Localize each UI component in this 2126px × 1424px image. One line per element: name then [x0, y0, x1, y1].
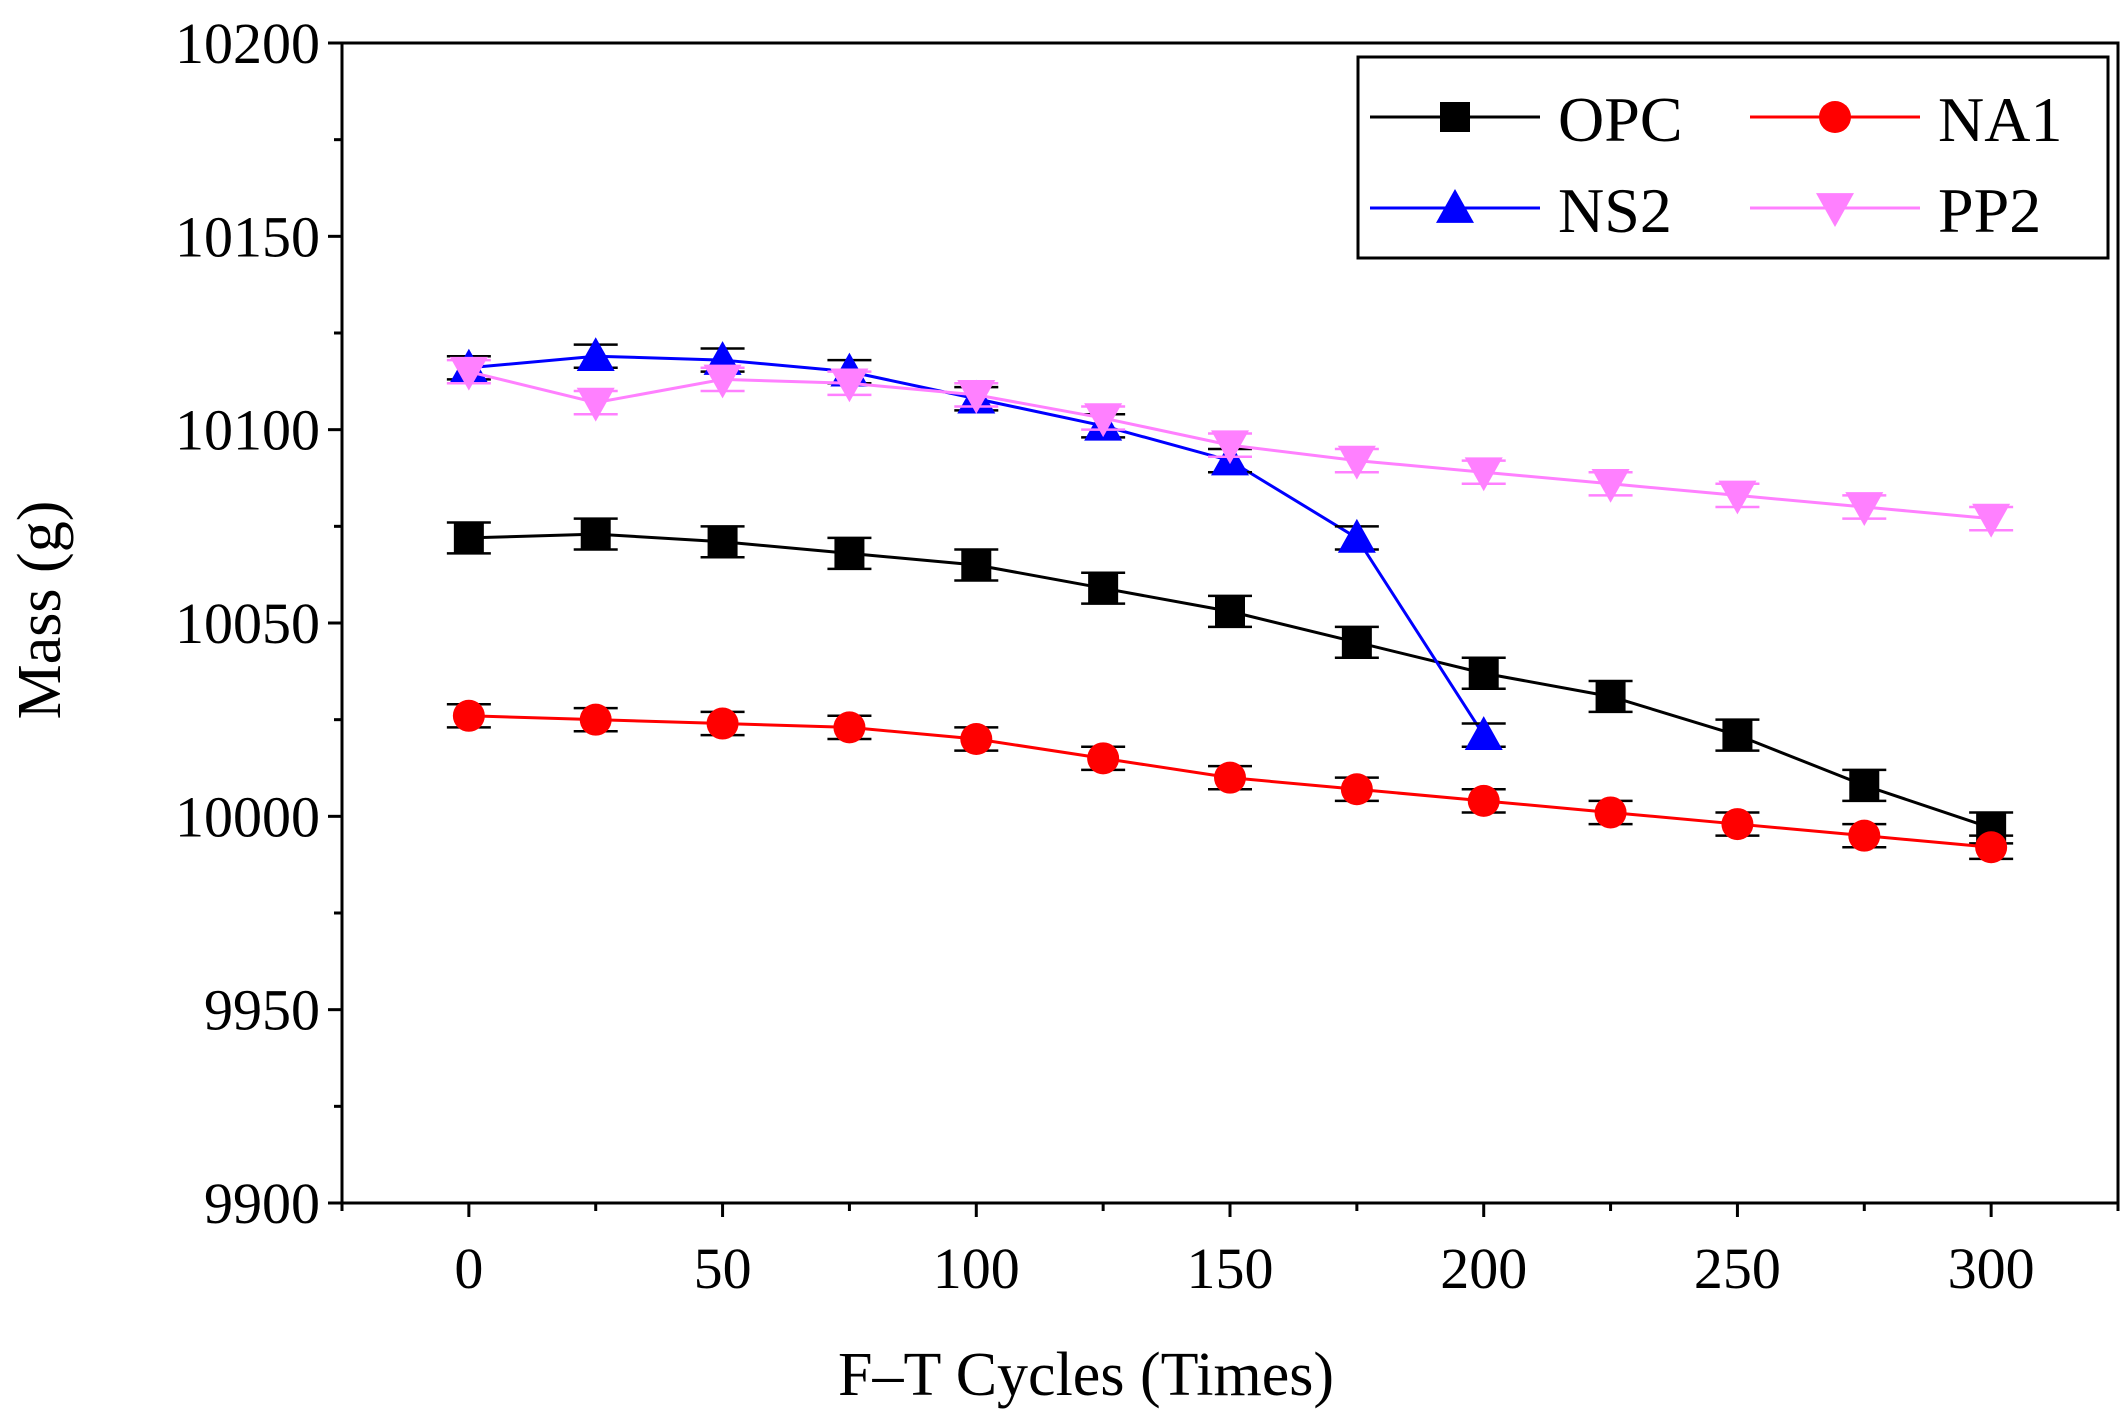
legend-label-opc: OPC	[1558, 84, 1683, 155]
x-tick-label: 150	[1187, 1236, 1274, 1301]
legend-label-ns2: NS2	[1558, 175, 1672, 246]
legend-marker-pp2	[1816, 193, 1854, 227]
series-na1	[446, 699, 2014, 864]
data-point-opc	[1088, 573, 1119, 604]
data-point-opc	[961, 550, 992, 580]
legend-marker-opc	[1440, 102, 1470, 132]
legend-marker-na1	[1819, 101, 1851, 133]
data-point-na1	[960, 723, 993, 755]
data-point-ns2	[576, 337, 615, 372]
data-point-pp2	[1972, 503, 2011, 538]
data-point-pp2	[1591, 468, 1630, 503]
data-point-na1	[1214, 761, 1246, 794]
data-point-pp2	[1337, 445, 1376, 480]
data-point-pp2	[1845, 492, 1884, 526]
data-point-na1	[1848, 819, 1881, 852]
data-point-opc	[1468, 658, 1499, 689]
data-point-na1	[1467, 784, 1500, 817]
data-point-pp2	[703, 364, 742, 399]
data-point-opc	[707, 526, 738, 557]
data-point-opc	[834, 538, 865, 569]
data-point-na1	[1087, 742, 1120, 775]
data-point-pp2	[830, 368, 869, 403]
data-point-opc	[1215, 596, 1245, 627]
legend-box	[1356, 55, 2110, 260]
data-point-pp2	[1464, 457, 1503, 492]
y-tick-label: 10000	[175, 784, 320, 849]
data-point-pp2	[1718, 480, 1757, 515]
y-tick-label: 10150	[175, 204, 320, 269]
x-tick-label: 250	[1694, 1236, 1781, 1301]
data-point-na1	[1340, 773, 1373, 806]
axes: 9900 9950 10000 10050 10100 10150 10200 0 50 100 1…	[175, 11, 2120, 1301]
data-point-na1	[579, 703, 612, 736]
y-tick-label: 9950	[204, 978, 320, 1043]
data-point-opc	[1341, 627, 1372, 658]
data-point-opc	[580, 519, 611, 550]
y-tick-label: 10200	[175, 11, 320, 76]
x-tick-label: 100	[933, 1236, 1020, 1301]
y-tick-label: 10050	[175, 591, 320, 656]
y-axis-title: Mass (g)	[6, 501, 74, 720]
series-pp2	[446, 356, 2014, 538]
x-tick-label: 300	[1948, 1236, 2035, 1301]
y-tick-label: 10100	[175, 398, 320, 463]
legend: OPC NA1 NS2 PP2	[1356, 55, 2110, 260]
data-point-pp2	[1084, 403, 1123, 438]
x-tick-label: 200	[1440, 1236, 1527, 1301]
data-point-pp2	[449, 356, 488, 391]
legend-label-na1: NA1	[1938, 84, 2062, 155]
data-point-pp2	[1211, 430, 1249, 465]
legend-label-pp2: PP2	[1938, 175, 2041, 246]
data-point-pp2	[576, 387, 615, 422]
data-point-na1	[706, 707, 739, 740]
data-point-opc	[1595, 681, 1626, 712]
x-tick-label: 50	[694, 1236, 752, 1301]
series-opc	[446, 517, 2014, 845]
legend-marker-ns2	[1436, 189, 1474, 223]
data-point-pp2	[957, 380, 996, 414]
x-axis-title: F–T Cycles (Times)	[838, 1341, 1334, 1409]
data-point-opc	[1722, 720, 1753, 751]
x-tick-label: 0	[454, 1236, 483, 1301]
data-point-opc	[453, 522, 484, 553]
y-tick-label: 9900	[204, 1171, 320, 1236]
data-point-ns2	[1337, 518, 1376, 553]
data-point-ns2	[1464, 716, 1503, 750]
data-point-na1	[1594, 796, 1627, 829]
data-point-na1	[833, 711, 866, 744]
data-point-na1	[452, 699, 485, 732]
data-point-na1	[1721, 808, 1754, 841]
data-point-na1	[1975, 831, 2008, 864]
data-point-opc	[1849, 770, 1880, 801]
plot-area	[446, 337, 2014, 864]
